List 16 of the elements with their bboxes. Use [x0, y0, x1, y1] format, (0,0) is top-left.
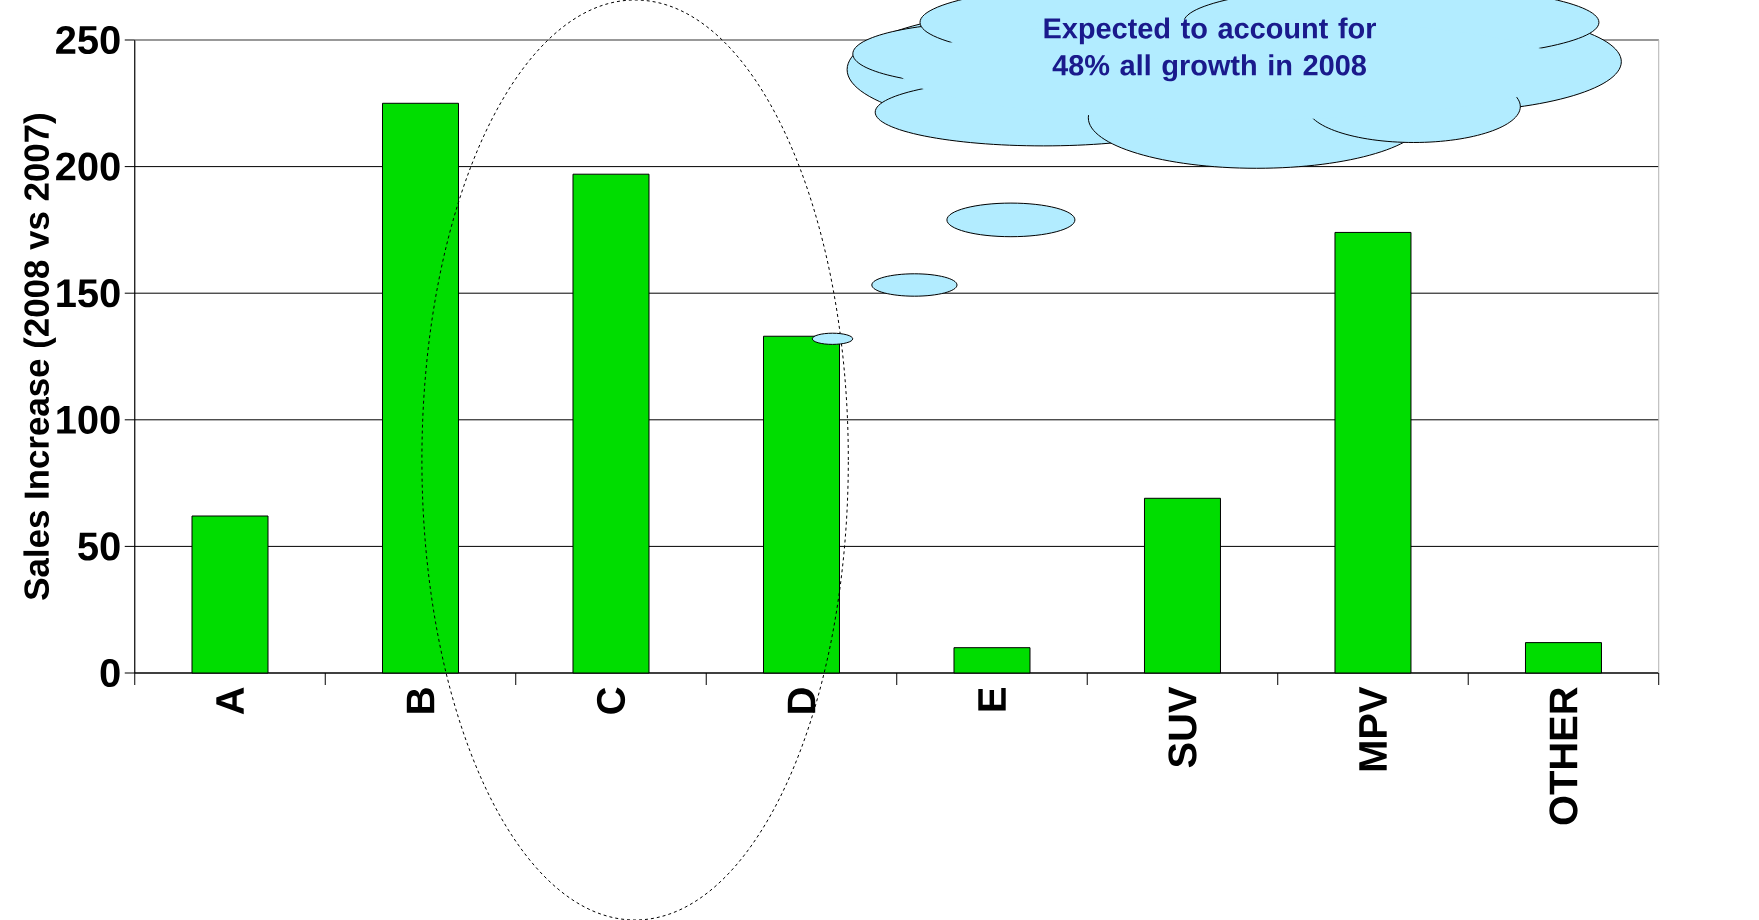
x-tick-label: D	[787, 688, 816, 713]
x-tick-label: A	[216, 687, 244, 715]
y-axis-title: Sales Increase (2008 vs 2007)	[23, 114, 56, 600]
x-tick-label: OTHER	[1549, 687, 1578, 825]
y-tick-label: 250	[56, 25, 120, 55]
x-tick-label: E	[978, 688, 1006, 711]
x-tick-label: B	[406, 688, 435, 713]
y-tick-label: 200	[56, 152, 120, 181]
x-tick-label: MPV	[1359, 686, 1387, 771]
annotation: Expected to account for 48% all growth in 2008	[1044, 17, 1377, 82]
y-tick-label: 150	[57, 279, 120, 308]
y-tick-label: 50	[78, 532, 120, 561]
y-tick-label: 100	[57, 405, 120, 434]
y-tick-label: 0	[100, 658, 120, 688]
x-tick-label: SUV	[1168, 686, 1197, 768]
x-tick-label: C	[596, 687, 626, 714]
